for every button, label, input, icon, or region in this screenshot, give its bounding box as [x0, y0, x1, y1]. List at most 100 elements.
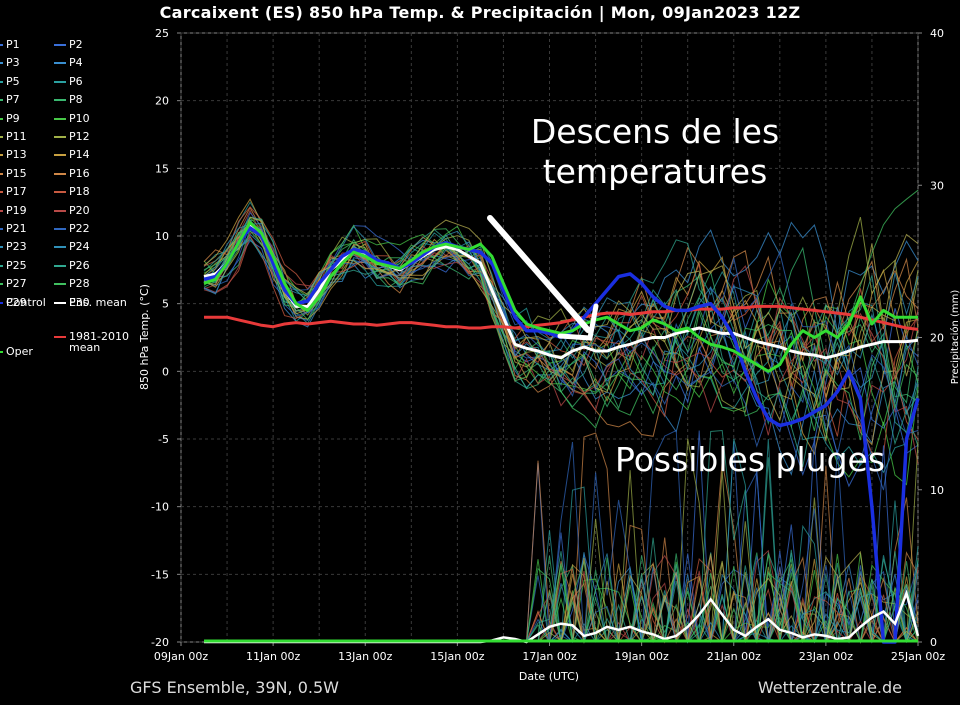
legend-item-p3: P3 [0, 56, 20, 69]
legend-label: P15 [6, 166, 27, 180]
legend-label: P4 [69, 56, 83, 70]
legend-label: P24 [69, 240, 90, 254]
legend-swatch [0, 246, 3, 249]
legend-label: P1 [6, 38, 20, 51]
legend-label: P10 [69, 111, 90, 125]
legend-label: P21 [6, 222, 27, 235]
annotation-pluges: Possibles pluges [614, 440, 886, 479]
legend-item-p7: P7 [0, 93, 20, 106]
legend-item-p17: P17 [0, 185, 27, 198]
legend-item-p23: P23 [0, 240, 27, 253]
legend-label: P11 [6, 130, 27, 143]
annotation-arrow-head [557, 303, 599, 341]
series-oper [203, 221, 918, 373]
legend-swatch [0, 191, 3, 194]
legend-label: P17 [6, 185, 27, 199]
legend-item-p9: P9 [0, 112, 20, 125]
x-tick-label: 13Jan 00z [338, 650, 392, 663]
legend-label: P22 [69, 222, 90, 235]
legend-swatch [54, 191, 66, 194]
legend-item-p2: P2 [54, 38, 83, 51]
legend-item-p13: P13 [0, 148, 27, 161]
legend-swatch [54, 99, 66, 102]
legend-label: P20 [69, 203, 90, 217]
x-tick-label: 19Jan 00z [615, 650, 669, 663]
y-tick-label: -20 [151, 636, 169, 649]
y2-tick-label: 30 [930, 179, 944, 192]
series-ens-mean [203, 223, 919, 360]
x-tick-label: 09Jan 00z [154, 650, 208, 663]
legend-item-oper: Oper [0, 345, 33, 358]
legend-item-p16: P16 [54, 167, 90, 180]
y-tick-label: 20 [155, 95, 169, 108]
legend-item-p22: P22 [54, 222, 90, 235]
footer-model: GFS Ensemble, 39N, 0.5W [130, 678, 339, 697]
legend-label: Oper [6, 345, 33, 358]
legend-label: 1981-2010 [69, 330, 129, 343]
legend-item-p10: P10 [54, 112, 90, 125]
y2-axis-label: Precipitación (mm) [949, 290, 960, 385]
legend-item-p1: P1 [0, 38, 20, 51]
legend-swatch [54, 209, 66, 212]
legend-swatch [0, 62, 3, 65]
legend-item-p24: P24 [54, 240, 90, 253]
member-line-p30 [203, 219, 919, 442]
legend-label: P26 [69, 258, 90, 272]
legend-swatch [0, 302, 3, 304]
legend-item-p8: P8 [54, 93, 83, 106]
legend-swatch [54, 264, 66, 267]
legend-item-p26: P26 [54, 259, 90, 272]
legend-swatch [0, 136, 3, 138]
legend-item-p27: P27 [0, 277, 27, 290]
legend-label: P8 [69, 93, 83, 107]
legend-swatch [0, 80, 3, 83]
x-tick-label: 11Jan 00z [246, 650, 300, 663]
legend-swatch [54, 302, 66, 304]
legend-label: P23 [6, 240, 27, 254]
y-tick-label: 15 [155, 162, 169, 175]
y-tick-label: -15 [151, 568, 169, 581]
legend-label: P29 [6, 295, 27, 309]
x-tick-label: 17Jan 00z [522, 650, 576, 663]
legend-label: Ens. mean [69, 296, 127, 309]
legend-swatch [54, 117, 66, 120]
legend-label: P18 [69, 185, 90, 199]
legend-item-p28: P28 [54, 277, 90, 290]
legend-label: P14 [69, 148, 90, 162]
legend-item-p6: P6 [54, 75, 83, 88]
legend-label: P9 [6, 111, 20, 125]
series-1981-2010-mean [204, 304, 919, 331]
legend-item-climate: 1981-2010 mean [54, 330, 129, 354]
legend-label: P7 [6, 93, 20, 107]
legend-swatch [0, 44, 3, 46]
legend-label: P13 [6, 148, 27, 162]
legend-swatch [54, 283, 66, 286]
legend-label: P28 [69, 277, 90, 291]
y-tick-label: 10 [155, 230, 169, 243]
legend-item-control: Control [0, 296, 46, 309]
y-tick-label: -10 [151, 501, 169, 514]
legend-label: P16 [69, 166, 90, 180]
y2-tick-label: 0 [930, 636, 937, 649]
y2-tick-label: 10 [930, 484, 944, 497]
legend-swatch [54, 246, 66, 249]
legend-swatch [54, 62, 66, 65]
member-line-p25 [203, 216, 919, 434]
legend-item-p19: P19 [0, 204, 27, 217]
legend-item-p11: P11 [0, 130, 27, 143]
y-tick-label: 25 [155, 27, 169, 40]
legend-item-p15: P15 [0, 167, 27, 180]
legend-swatch [0, 172, 3, 175]
legend-swatch [0, 154, 3, 157]
legend-item-p20: P20 [54, 204, 90, 217]
annotation-descens: Descens de les temperatures [500, 112, 810, 192]
legend-swatch [54, 228, 66, 230]
legend-item-p21: P21 [0, 222, 27, 235]
legend-swatch [0, 209, 3, 212]
legend-swatch [54, 336, 66, 338]
x-tick-label: 21Jan 00z [707, 650, 761, 663]
y-tick-label: -5 [158, 433, 169, 446]
x-axis-label: Date (UTC) [519, 670, 579, 683]
member-line-p18 [203, 206, 919, 440]
